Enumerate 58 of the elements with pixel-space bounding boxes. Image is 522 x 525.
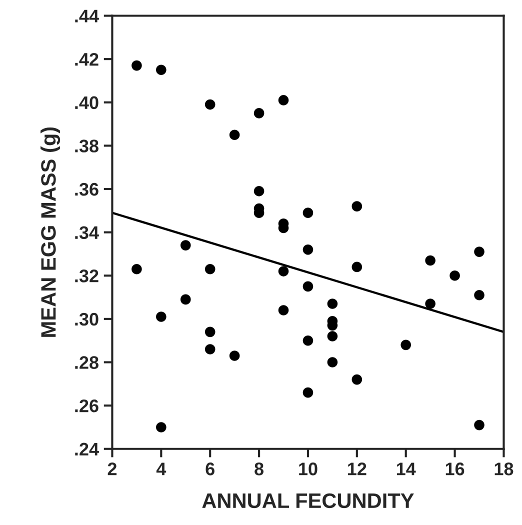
x-tick-label: 18 xyxy=(494,462,514,476)
x-tick-label: 2 xyxy=(108,462,117,476)
y-tick-label: .42 xyxy=(75,52,98,66)
point xyxy=(352,374,362,385)
point xyxy=(204,344,216,354)
point xyxy=(302,387,314,398)
point xyxy=(204,326,216,338)
y-axis-title: MEAN EGG MASS (g) xyxy=(40,127,60,337)
y-tick-label: .34 xyxy=(75,226,99,240)
point xyxy=(352,262,362,272)
point xyxy=(302,244,314,255)
point xyxy=(180,294,191,305)
point xyxy=(474,246,484,257)
x-axis-title: ANNUAL FECUNDITY xyxy=(202,493,414,508)
point xyxy=(254,108,264,118)
point xyxy=(302,208,314,218)
point xyxy=(254,186,264,196)
y-tick-label: .28 xyxy=(75,356,98,369)
point xyxy=(327,331,338,342)
y-tick-label: .36 xyxy=(75,182,98,196)
point xyxy=(474,420,484,430)
point xyxy=(302,281,314,292)
y-tick-label: .30 xyxy=(75,312,98,326)
y-tick-label: .26 xyxy=(75,399,98,412)
point xyxy=(425,298,436,309)
x-tick-label: 8 xyxy=(254,462,264,476)
point xyxy=(352,201,362,212)
point xyxy=(450,270,460,281)
y-tick-label: .24 xyxy=(75,442,99,456)
point xyxy=(132,264,142,274)
point xyxy=(302,335,314,346)
point xyxy=(327,298,338,309)
x-tick-label: 4 xyxy=(156,462,166,476)
point xyxy=(156,64,166,76)
point xyxy=(156,312,166,322)
point xyxy=(278,266,289,276)
point xyxy=(204,99,216,110)
point xyxy=(327,357,338,368)
x-tick-label: 12 xyxy=(348,462,366,476)
point xyxy=(180,240,191,250)
point xyxy=(132,60,142,71)
point xyxy=(156,422,166,432)
x-tick-label: 16 xyxy=(446,462,464,476)
point xyxy=(400,340,412,350)
x-tick-label: 6 xyxy=(206,462,214,476)
y-tick-label: .40 xyxy=(75,96,98,110)
point xyxy=(425,255,436,266)
y-tick-label: .44 xyxy=(75,10,99,22)
point xyxy=(278,95,289,106)
point xyxy=(474,290,484,300)
y-tick-label: .38 xyxy=(75,140,98,152)
point xyxy=(229,350,240,361)
x-tick-label: 10 xyxy=(299,462,318,476)
x-tick-label: 14 xyxy=(396,462,416,476)
y-tick-label: .32 xyxy=(75,270,98,282)
point xyxy=(278,305,289,316)
point xyxy=(204,264,216,274)
point xyxy=(229,130,240,140)
